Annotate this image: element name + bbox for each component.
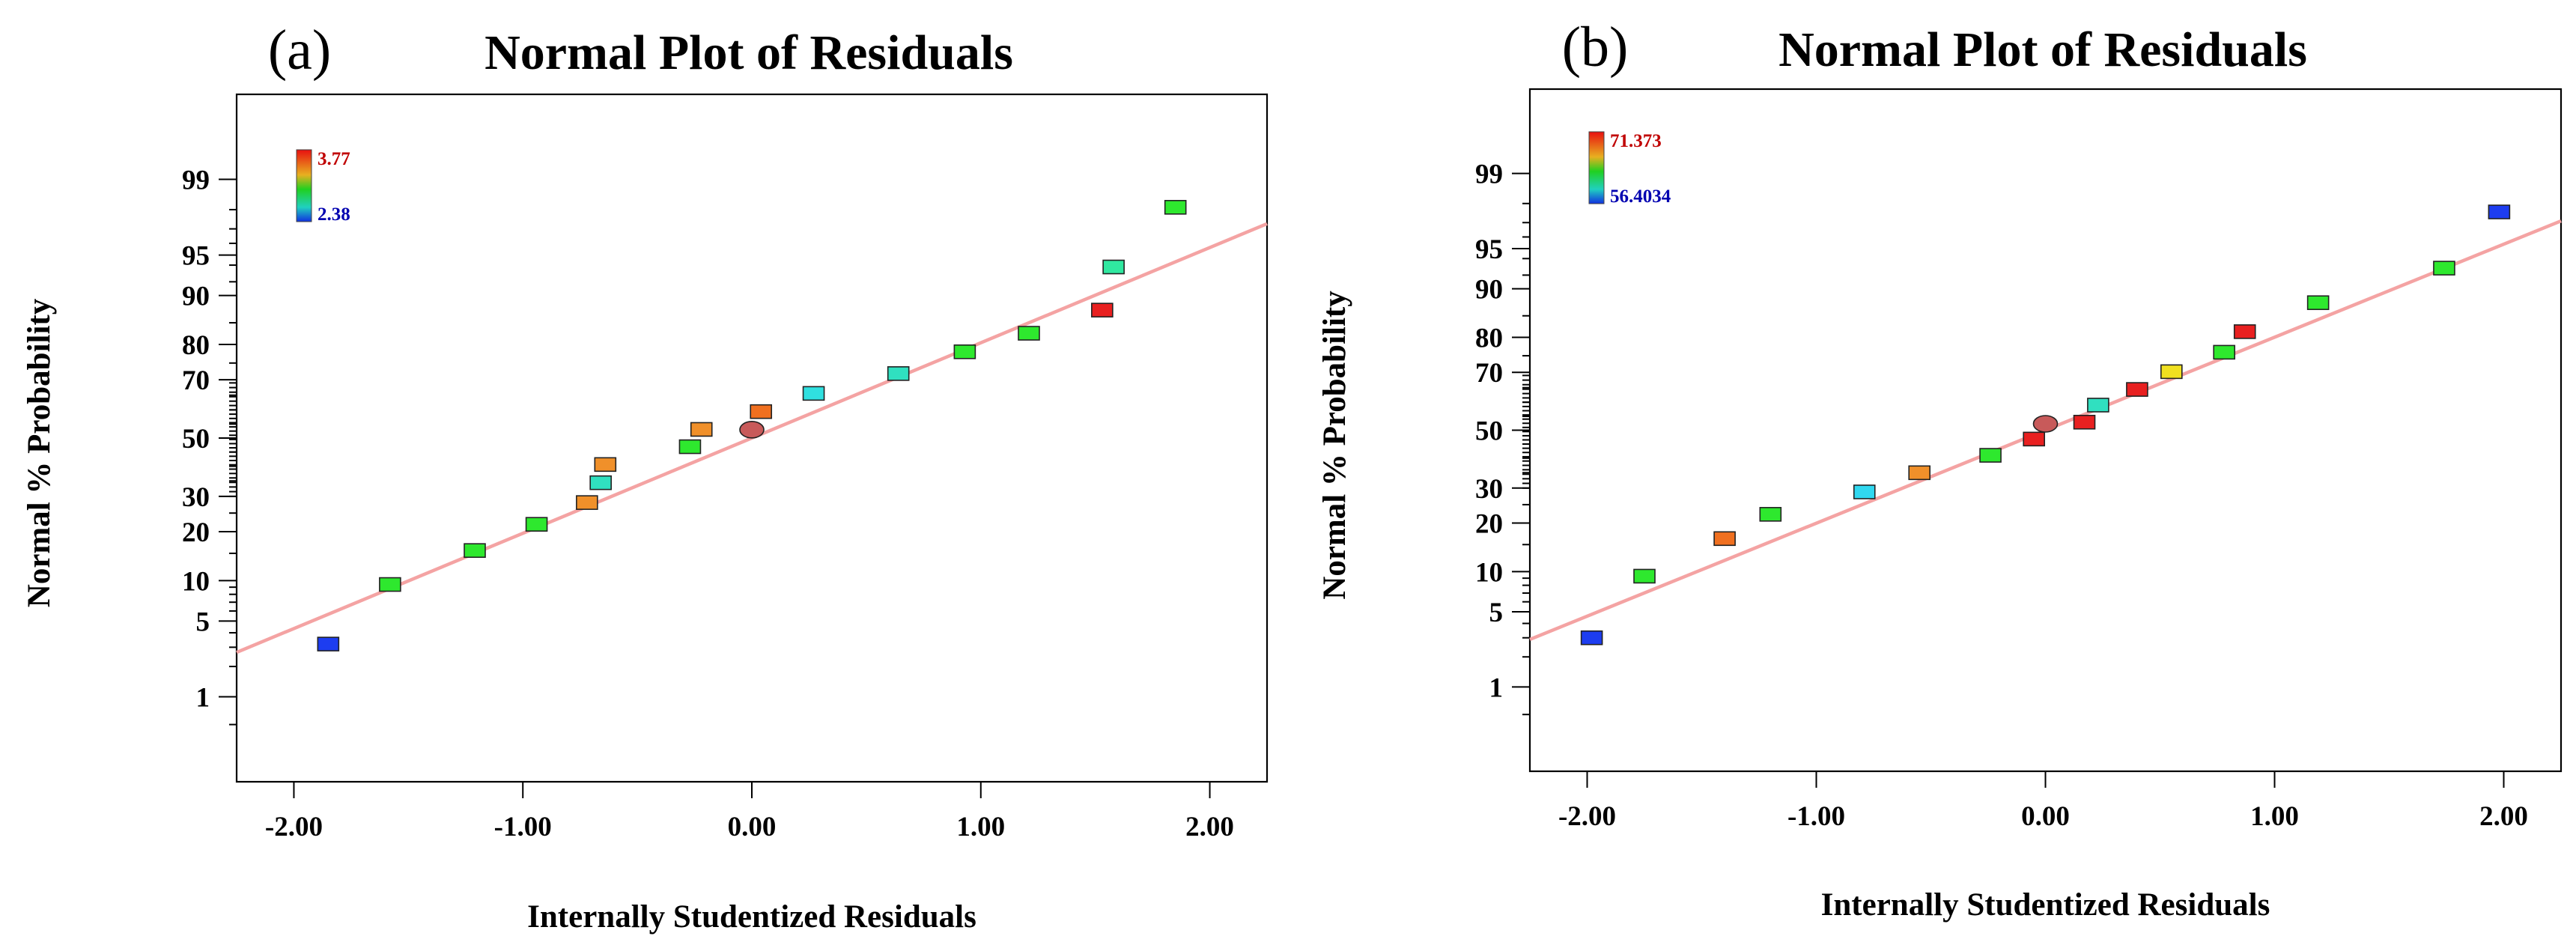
x-tick-label: -1.00 [1787,801,1845,832]
data-point [2126,382,2148,397]
legend-low-label: 56.4034 [1610,186,1671,207]
data-point [1908,465,1931,481]
y-tick-label: 70 [182,365,210,396]
data-point [1580,630,1603,645]
y-tick-label: 20 [182,517,210,548]
y-tick-label: 50 [182,424,210,455]
y-tick-label: 30 [182,482,210,513]
data-point [2233,324,2256,339]
data-point [1633,568,1656,584]
y-axis-label: Normal % Probability [22,298,57,607]
data-point [576,495,598,510]
data-point [1164,200,1187,215]
data-point [1853,484,1876,499]
x-tick-label: 1.00 [2250,801,2299,832]
data-point [2306,295,2330,311]
panel-a: (a) Normal Plot of Residuals -2.00 -1.00 0.0… [22,19,1269,935]
data-point [887,366,910,381]
data-point-center [2032,415,2059,433]
y-tick-label: 1 [1489,672,1504,703]
x-tick-label: -2.00 [1558,801,1616,832]
y-axis-label: Normal % Probability [1317,291,1352,600]
y-tick-label: 10 [182,566,210,597]
y-tick-label: 70 [1475,358,1503,389]
data-point [2087,398,2109,413]
data-point [525,517,548,532]
y-tick-label: 5 [1489,598,1504,628]
legend-high-label: 71.373 [1610,131,1662,151]
y-tick-label: 99 [1475,159,1503,190]
data-point [2488,204,2511,219]
y-tick-label: 90 [182,282,210,312]
data-point [690,422,713,437]
y-tick-label: 95 [1475,234,1503,265]
data-point [1091,303,1114,317]
y-tick-label: 1 [196,683,210,714]
data-point [2073,414,2096,430]
panel-label: (a) [268,19,331,82]
x-axis-label: Internally Studentized Residuals [1821,887,2270,923]
y-tick-label: 30 [1475,474,1503,505]
y-tick-label: 20 [1475,509,1503,540]
data-point [953,344,976,359]
y-tick-label: 80 [182,330,210,361]
panel-b: (b) Normal Plot of Residuals -2.00 -1.00 0.0… [1317,16,2563,923]
data-point [2213,344,2235,360]
x-tick-label: 2.00 [2479,801,2528,832]
data-point [750,404,773,419]
data-point [1018,326,1040,341]
y-tick-label: 90 [1475,275,1503,306]
chart-title: Normal Plot of Residuals [484,25,1013,80]
data-point [2433,261,2455,276]
legend-high-label: 3.77 [318,149,350,169]
x-tick-label: 1.00 [956,812,1005,842]
data-point [1759,507,1782,522]
data-point [2160,364,2183,380]
legend-color-bar [1588,131,1605,204]
data-point [2023,431,2045,447]
y-tick-label: 10 [1475,557,1503,588]
data-point [1102,259,1125,275]
legend-color-bar [296,149,312,222]
data-point [464,543,486,558]
legend-low-label: 2.38 [318,204,350,225]
data-point [317,636,340,651]
x-axis-label: Internally Studentized Residuals [527,899,976,935]
y-tick-label: 95 [182,241,210,272]
x-tick-label: -1.00 [494,812,552,842]
data-point [1713,531,1736,547]
y-tick-label: 80 [1475,323,1503,353]
data-point [594,457,617,473]
data-point [379,577,401,592]
data-point-center [739,421,765,439]
y-tick-label: 5 [196,607,210,637]
x-tick-label: -2.00 [265,812,323,842]
data-point [678,439,702,455]
data-point [802,386,825,401]
data-point [589,475,612,490]
x-tick-label: 0.00 [728,812,777,842]
data-point [1979,448,2002,463]
y-tick-label: 99 [182,165,210,195]
x-tick-label: 0.00 [2021,801,2070,832]
panel-label: (b) [1562,16,1629,79]
y-tick-label: 50 [1475,416,1503,447]
x-tick-label: 2.00 [1185,812,1234,842]
chart-title: Normal Plot of Residuals [1778,22,2307,77]
